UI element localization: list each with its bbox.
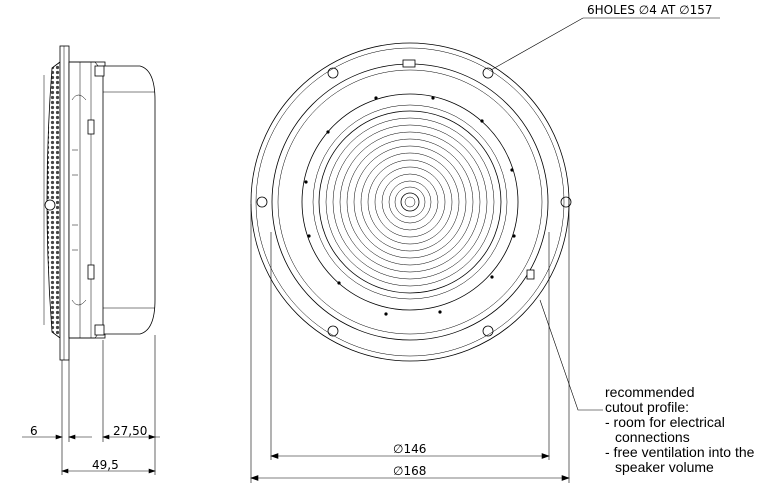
cone-rings: [325, 117, 495, 287]
note-line: cutout profile:: [605, 399, 690, 415]
mounting-hole: [327, 67, 339, 79]
screw-dots: [304, 96, 516, 316]
dim-rear-depth: 27,50: [113, 424, 147, 438]
mounting-holes: [256, 67, 572, 337]
outer-rim: [250, 42, 570, 362]
dust-cap: [400, 192, 420, 212]
mounting-hole: [482, 325, 494, 337]
front-view: [250, 42, 572, 362]
speaker-basket: [68, 61, 106, 339]
note-line: connections: [615, 429, 690, 445]
mounting-flange: [59, 45, 70, 361]
dim-outer-diameter: ∅168: [393, 464, 426, 478]
dim-total-depth: 49,5: [92, 458, 119, 472]
note-line: - free ventilation into the: [605, 444, 755, 460]
cutout-note: recommended cutout profile: - room for e…: [605, 385, 754, 475]
mounting-hole: [327, 325, 339, 337]
front-dimensions: [250, 17, 720, 483]
surround: [301, 93, 519, 311]
dim-cutout-diameter: ∅146: [393, 442, 426, 456]
mounting-hole: [482, 67, 494, 79]
note-line: recommended: [605, 384, 695, 400]
rear-motor: [102, 65, 156, 335]
connector-tab: [402, 59, 416, 68]
note-line: - room for electrical: [605, 414, 725, 430]
note-line: speaker volume: [615, 459, 714, 475]
holes-callout: 6HOLES ∅4 AT ∅157: [587, 3, 712, 17]
side-view: [43, 45, 156, 361]
cone: [318, 110, 502, 294]
inner-rim: [271, 63, 549, 341]
mounting-hole: [560, 196, 572, 208]
side-dimensions: [22, 335, 160, 475]
terminal: [526, 269, 535, 280]
mounting-hole: [256, 196, 268, 208]
dim-grille-depth: 6: [30, 424, 38, 438]
